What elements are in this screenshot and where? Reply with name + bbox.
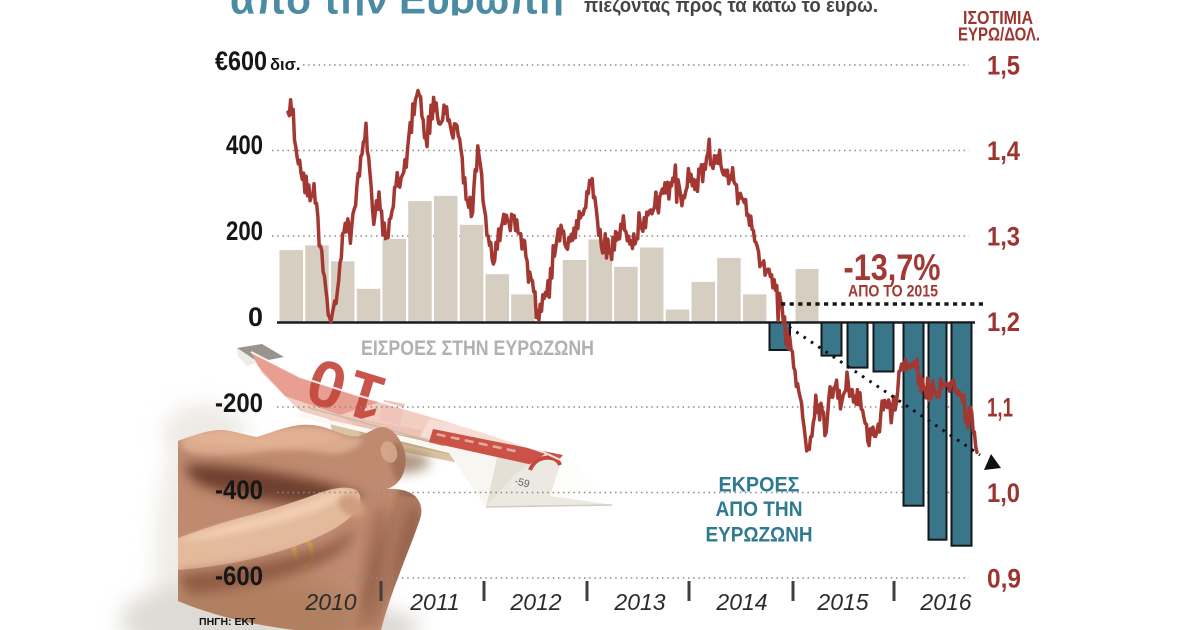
svg-text:ΑΠΟ ΤΗΝ: ΑΠΟ ΤΗΝ bbox=[716, 497, 803, 521]
svg-text:ΕΚΡΟΕΣ: ΕΚΡΟΕΣ bbox=[719, 473, 800, 497]
svg-text:από την Ευρώπη: από την Ευρώπη bbox=[230, 0, 564, 23]
svg-text:-400: -400 bbox=[215, 475, 263, 505]
svg-text:ΑΠΟ ΤΟ 2015: ΑΠΟ ΤΟ 2015 bbox=[848, 283, 938, 301]
svg-text:2013: 2013 bbox=[613, 589, 665, 615]
svg-text:€600: €600 bbox=[215, 46, 267, 76]
svg-text:-59: -59 bbox=[513, 475, 531, 490]
svg-text:ΕΥΡΩ/ΔΟΛ.: ΕΥΡΩ/ΔΟΛ. bbox=[958, 25, 1040, 45]
svg-text:200: 200 bbox=[226, 216, 263, 246]
svg-text:2010: 2010 bbox=[304, 589, 356, 615]
svg-text:-600: -600 bbox=[215, 561, 263, 591]
svg-text:1,5: 1,5 bbox=[987, 51, 1020, 81]
svg-text:2012: 2012 bbox=[509, 589, 561, 615]
svg-text:0: 0 bbox=[248, 302, 263, 332]
svg-text:πιεζόντας προς τα κάτω το ευρώ: πιεζόντας προς τα κάτω το ευρώ. bbox=[584, 0, 878, 17]
svg-text:2014: 2014 bbox=[715, 589, 767, 615]
svg-text:1,1: 1,1 bbox=[987, 393, 1013, 423]
svg-text:ΕΥΡΩΖΩΝΗ: ΕΥΡΩΖΩΝΗ bbox=[706, 523, 813, 547]
svg-text:1,3: 1,3 bbox=[987, 222, 1020, 252]
svg-text:ΙΣΟΤΙΜΙΑ: ΙΣΟΤΙΜΙΑ bbox=[963, 8, 1033, 28]
svg-text:2015: 2015 bbox=[816, 589, 868, 615]
svg-text:1,4: 1,4 bbox=[987, 136, 1020, 166]
svg-text:-13,7%: -13,7% bbox=[844, 247, 941, 288]
svg-text:400: 400 bbox=[226, 130, 263, 160]
svg-text:-200: -200 bbox=[215, 388, 263, 418]
svg-text:δισ.: δισ. bbox=[270, 56, 300, 74]
svg-text:ΕΙΣΡΟΕΣ ΣΤΗΝ ΕΥΡΩΖΩΝΗ: ΕΙΣΡΟΕΣ ΣΤΗΝ ΕΥΡΩΖΩΝΗ bbox=[361, 337, 594, 360]
svg-text:ΠΗΓΗ: ΕΚΤ: ΠΗΓΗ: ΕΚΤ bbox=[199, 616, 256, 628]
svg-text:1,0: 1,0 bbox=[987, 478, 1020, 508]
svg-text:0,9: 0,9 bbox=[987, 564, 1021, 594]
svg-text:2016: 2016 bbox=[919, 589, 971, 615]
svg-text:2011: 2011 bbox=[409, 589, 459, 615]
svg-text:1,2: 1,2 bbox=[987, 307, 1020, 337]
